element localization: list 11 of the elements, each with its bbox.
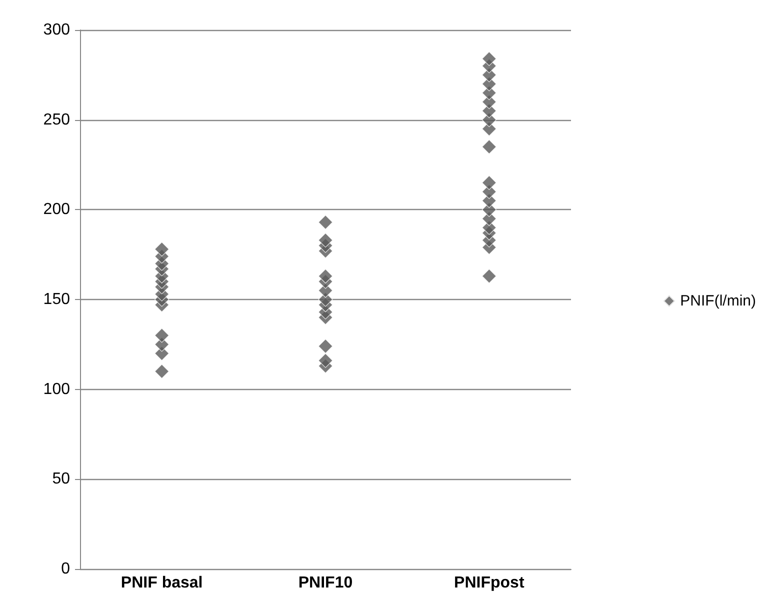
y-tick-label: 250 [43, 111, 70, 128]
y-tick-label: 300 [43, 22, 70, 38]
x-tick-label: PNIF basal [120, 574, 203, 592]
x-tick-label: PNIF10 [298, 574, 353, 592]
y-tick-label: 200 [43, 201, 70, 218]
y-tick-label: 100 [43, 380, 70, 398]
x-tick-label: PNIFpost [454, 574, 525, 592]
legend-label: PNIF(l/min) [680, 292, 756, 310]
y-tick-label: 150 [43, 291, 70, 308]
y-tick-label: 50 [52, 470, 70, 488]
y-tick-label: 0 [61, 560, 70, 578]
